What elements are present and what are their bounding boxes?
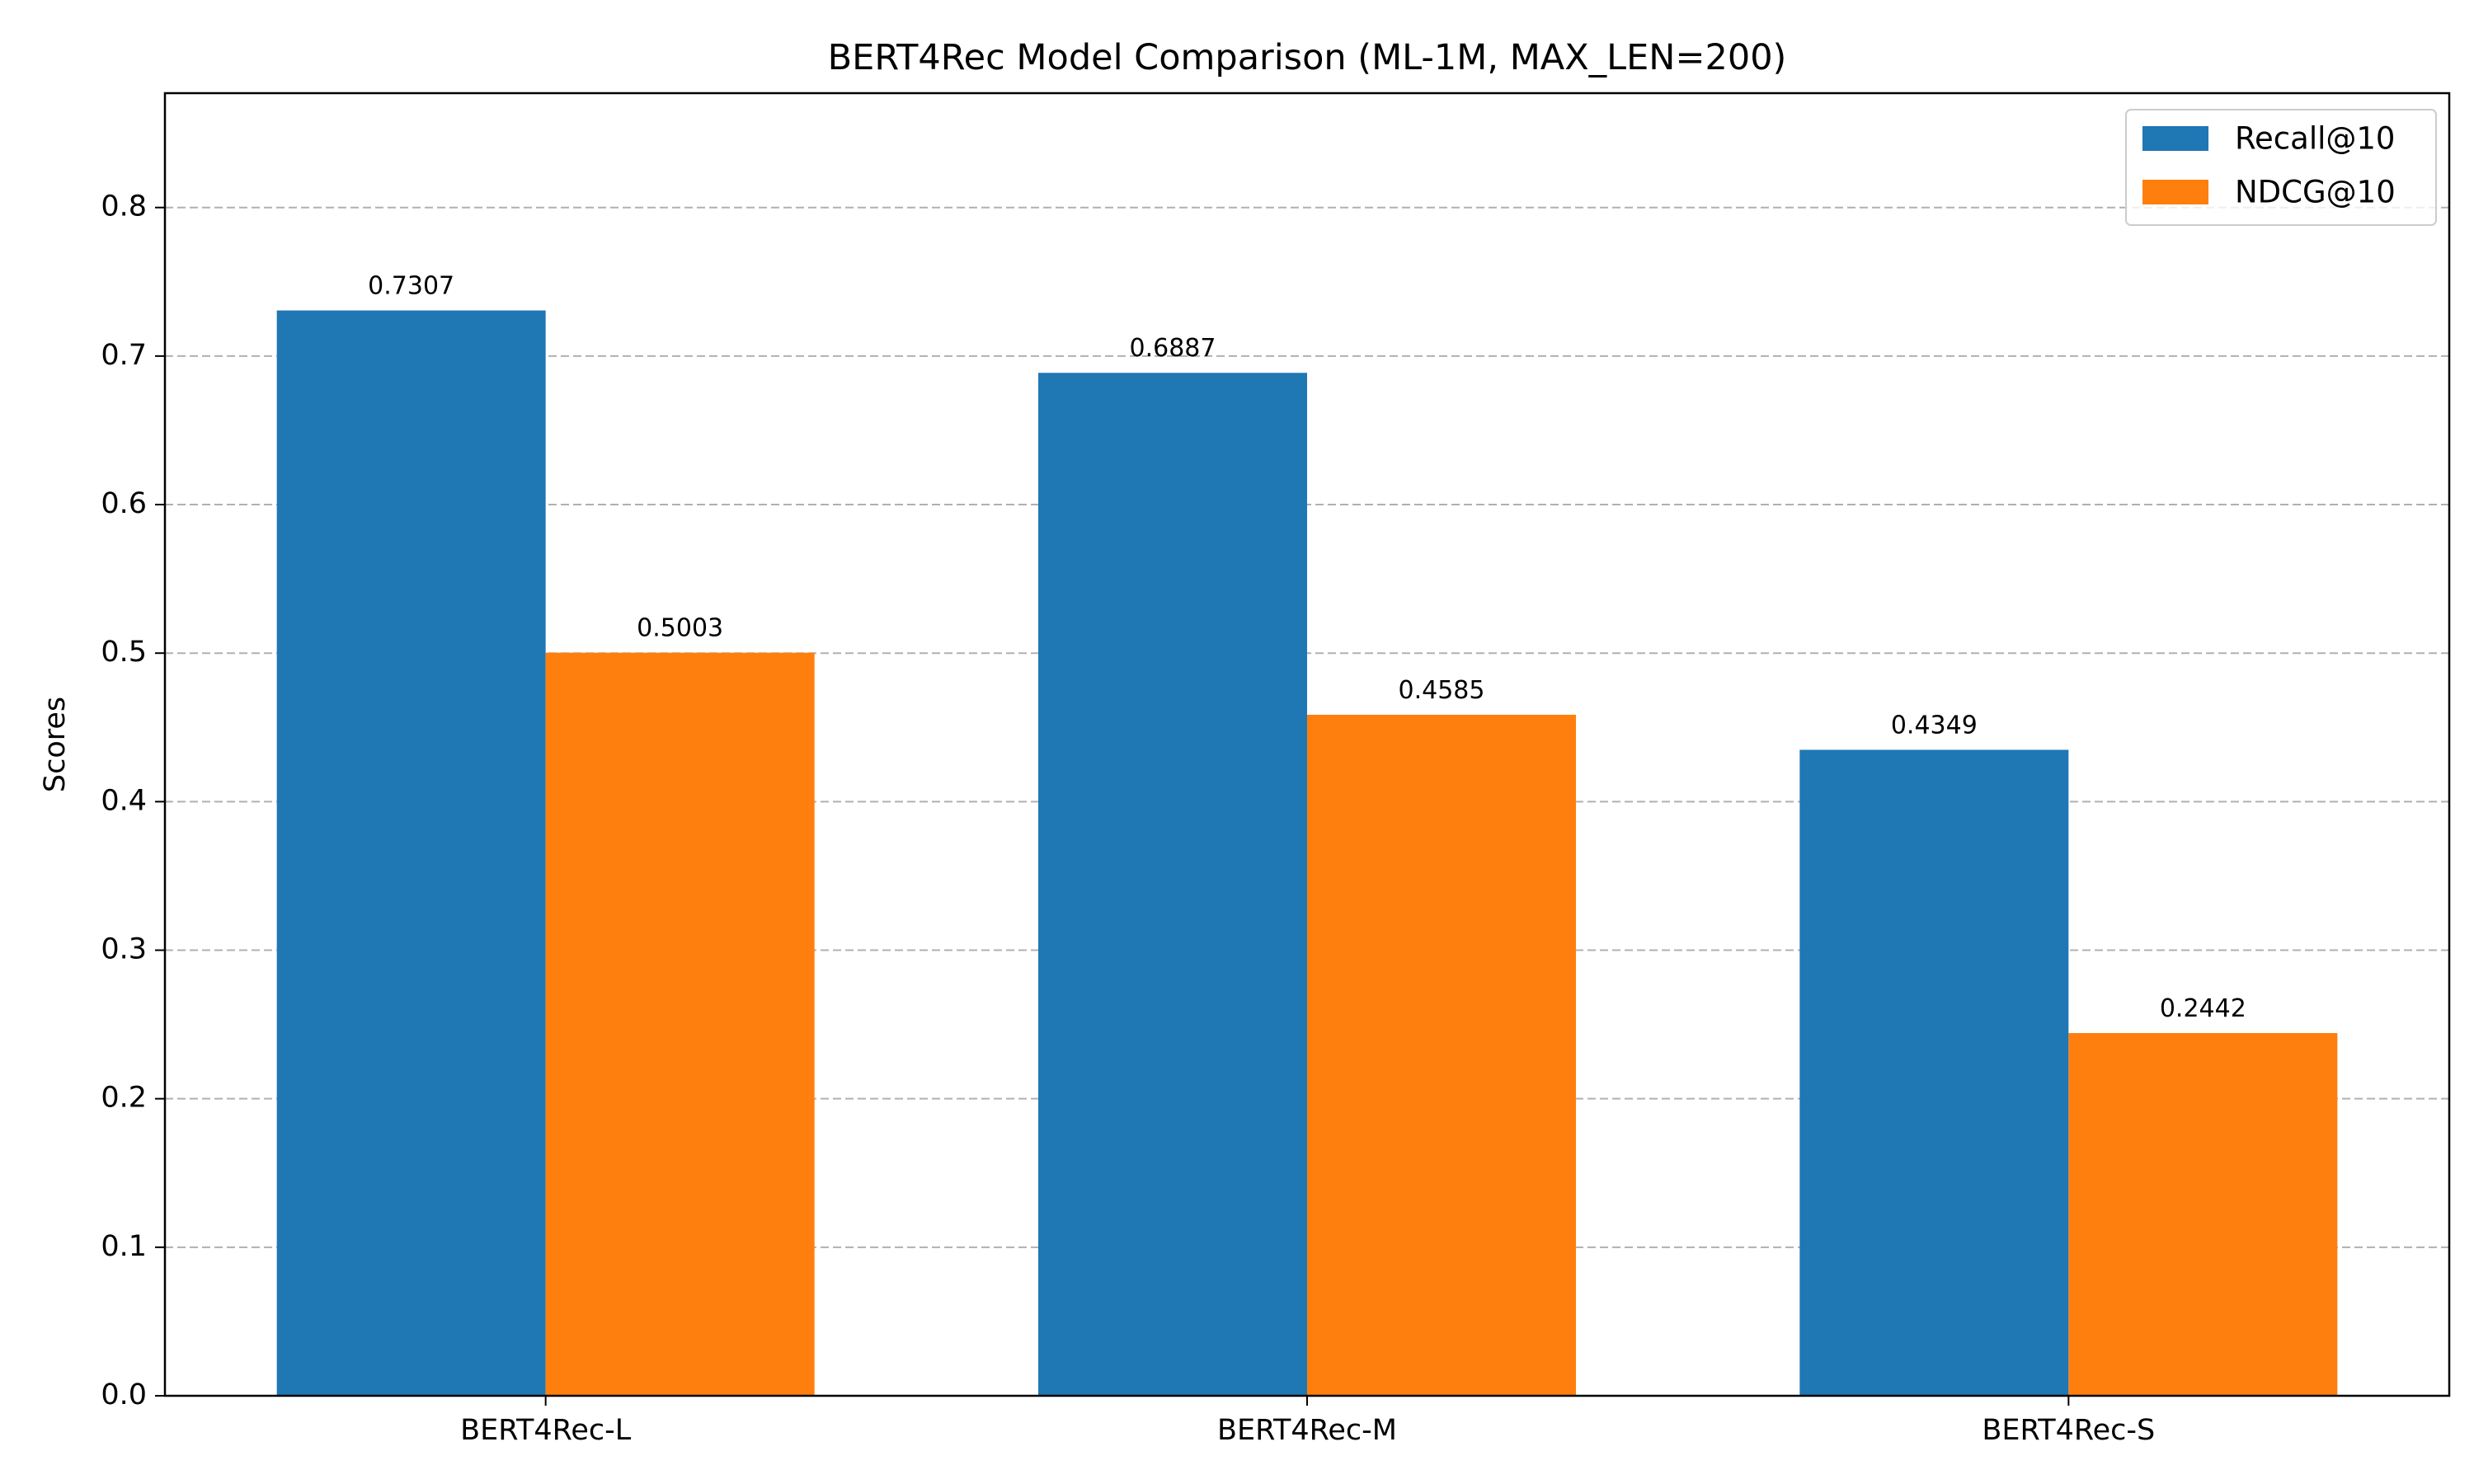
x-tick-label: BERT4Rec-L [460,1414,632,1447]
bar-value-label: 0.2442 [2160,994,2246,1023]
bar-ndcg-10-bert4rec-s [2068,1033,2338,1396]
y-tick-label: 0.6 [101,487,147,520]
chart-title: BERT4Rec Model Comparison (ML-1M, MAX_LE… [828,37,1787,78]
y-axis-label: Scores [39,697,72,792]
y-tick-label: 0.7 [101,339,147,372]
bar-value-label: 0.4349 [1891,711,1978,740]
y-tick-label: 0.1 [101,1230,147,1263]
bar-ndcg-10-bert4rec-m [1307,714,1576,1396]
legend-label: Recall@10 [2235,121,2395,157]
legend-swatch [2142,180,2208,204]
legend: Recall@10 NDCG@10 [2125,109,2437,226]
value-labels-layer: 0.7307 0.5003 0.6887 0.4585 0.4349 0.2442 [368,272,2246,1023]
x-tick-label: BERT4Rec-M [1217,1414,1397,1447]
bar-recall-10-bert4rec-l [276,310,546,1397]
y-tick-label: 0.5 [101,636,147,669]
plot-frame [163,92,2451,1397]
bar-recall-10-bert4rec-s [1799,749,2069,1396]
y-tick-label: 0.0 [101,1378,147,1411]
legend-label: NDCG@10 [2235,175,2396,210]
bar-value-label: 0.5003 [637,614,723,643]
y-tick-label: 0.4 [101,784,147,817]
bar-ndcg-10-bert4rec-l [545,652,815,1396]
y-tick-label: 0.3 [101,933,147,966]
bar-value-label: 0.7307 [368,272,454,301]
bar-value-label: 0.6887 [1130,334,1216,363]
legend-swatch [2142,126,2208,151]
y-tick-label: 0.8 [101,190,147,223]
x-tick-label: BERT4Rec-S [1982,1414,2155,1447]
y-tick-label: 0.2 [101,1082,147,1115]
bars-layer [276,310,2338,1397]
axes-layer: 0.0 0.1 0.2 0.3 0.4 0.5 0.6 0.7 0.8 BERT4Rec-L BER… [101,92,2451,1447]
bar-value-label: 0.4585 [1399,676,1485,705]
bar-recall-10-bert4rec-m [1038,373,1307,1396]
